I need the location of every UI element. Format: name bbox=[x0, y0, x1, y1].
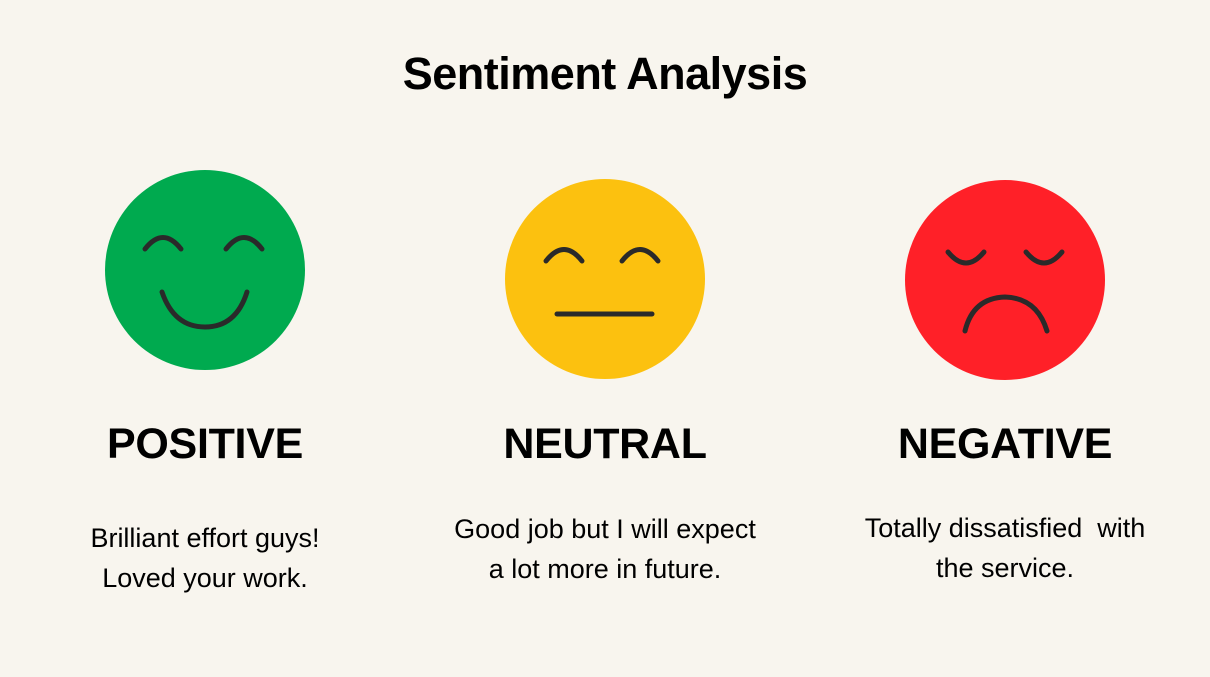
example-line: Loved your work. bbox=[102, 563, 308, 593]
sentiment-example: Brilliant effort guys! Loved your work. bbox=[5, 518, 405, 598]
example-line: Good job but I will expect bbox=[454, 514, 756, 544]
sentiment-label: NEUTRAL bbox=[503, 420, 707, 468]
smiling-face-icon bbox=[105, 170, 305, 370]
page-title: Sentiment Analysis bbox=[402, 48, 808, 99]
example-line: a lot more in future. bbox=[488, 554, 722, 584]
sentiment-card-negative: NEGATIVE Totally dissatisfied with the s… bbox=[805, 180, 1205, 600]
example-line: Totally dissatisfied with bbox=[864, 513, 1146, 543]
neutral-face-icon bbox=[505, 179, 705, 379]
sentiment-card-neutral: NEUTRAL Good job but I will expect a lot… bbox=[405, 179, 805, 599]
sentiment-label: NEGATIVE bbox=[897, 420, 1113, 468]
sentiment-label: POSITIVE bbox=[107, 420, 303, 468]
example-line: Brilliant effort guys! bbox=[90, 523, 320, 553]
sentiment-example: Totally dissatisfied with the service. bbox=[805, 508, 1205, 588]
sentiment-example: Good job but I will expect a lot more in… bbox=[405, 509, 805, 589]
sad-face-icon bbox=[905, 180, 1105, 380]
example-line: the service. bbox=[935, 553, 1075, 583]
sentiment-card-positive: POSITIVE Brilliant effort guys! Loved yo… bbox=[5, 170, 405, 610]
